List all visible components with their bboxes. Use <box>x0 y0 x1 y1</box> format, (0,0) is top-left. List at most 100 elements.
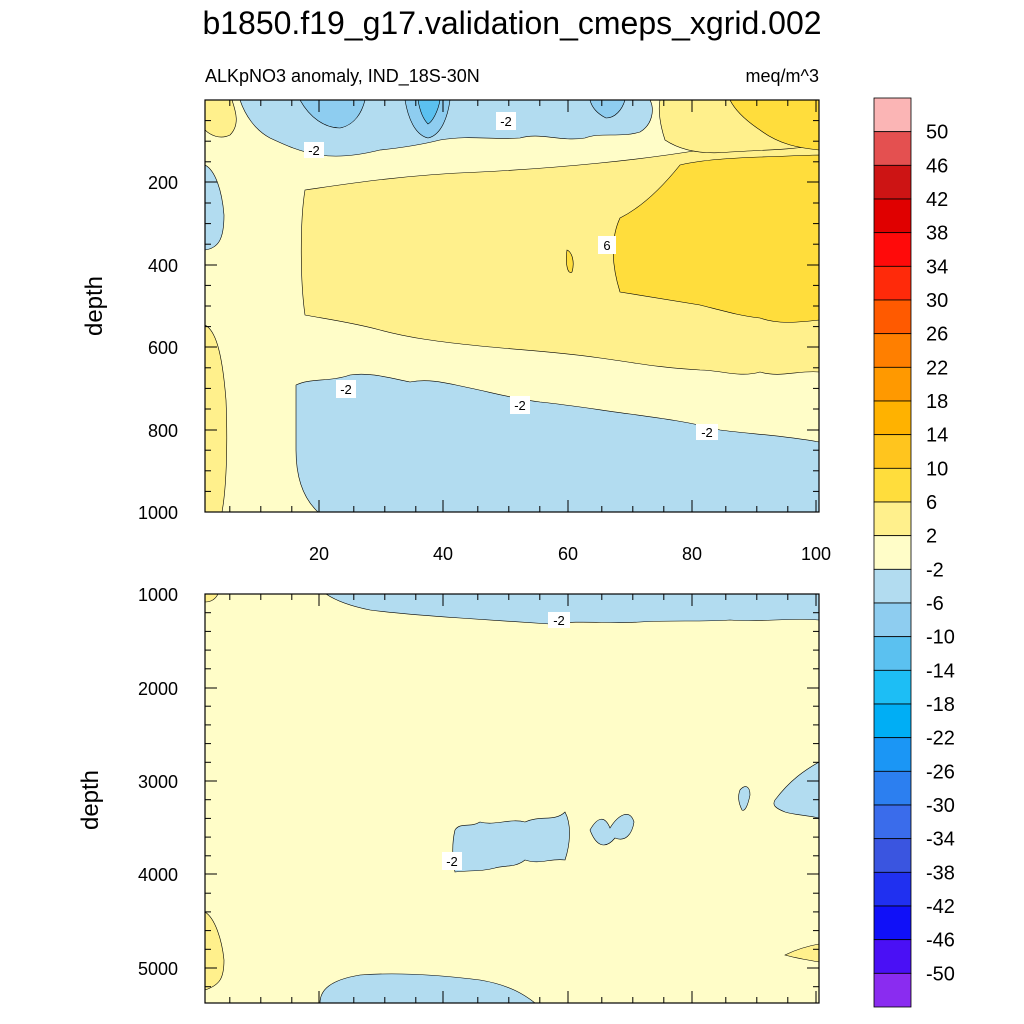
colorbar-swatch <box>873 232 912 267</box>
y-tick-label: 800 <box>148 421 178 441</box>
colorbar-swatch <box>873 871 912 907</box>
colorbar-label: -26 <box>926 761 955 783</box>
colorbar-swatch <box>873 568 912 604</box>
bottom-region-minus2-deep <box>319 973 536 1003</box>
bottom-background-fill <box>205 594 819 1003</box>
colorbar-swatch <box>873 366 912 402</box>
x-tick-label: 60 <box>558 544 578 564</box>
colorbar-swatch <box>873 97 912 133</box>
colorbar-swatch <box>873 703 912 739</box>
colorbar-label: -6 <box>926 593 944 615</box>
colorbar-swatch <box>873 905 912 941</box>
left-string: ALKpNO3 anomaly, IND_18S-30N <box>205 66 480 87</box>
contour-label: -2 <box>548 612 570 628</box>
colorbar-label: 34 <box>926 256 948 278</box>
colorbar: 50 46 42 38 34 30 26 22 18 14 10 6 2 -2 -6 -10 -14 -18 -22… <box>873 97 955 1008</box>
colorbar-label: 6 <box>926 492 937 514</box>
colorbar-swatch <box>873 737 912 772</box>
colorbar-swatch <box>873 400 912 436</box>
top-region-2-to-6-topleft <box>205 100 237 138</box>
colorbar-label: 26 <box>926 324 948 346</box>
colorbar-label: 38 <box>926 223 948 245</box>
bottom-x-axis <box>318 594 817 1003</box>
x-tick-label: 80 <box>682 544 702 564</box>
colorbar-swatch <box>873 838 912 873</box>
colorbar-swatch <box>873 602 912 638</box>
contour-label: -2 <box>510 396 530 414</box>
colorbar-label: -10 <box>926 627 955 649</box>
colorbar-swatch <box>873 636 912 671</box>
svg-text:-2: -2 <box>514 398 526 413</box>
y-tick-label: 5000 <box>138 959 178 979</box>
svg-text:-2: -2 <box>553 613 565 628</box>
bottom-region-minus2-mid <box>452 811 570 873</box>
svg-text:-2: -2 <box>340 382 352 397</box>
units-string: meq/m^3 <box>746 66 819 86</box>
x-tick-label: 100 <box>801 544 831 564</box>
y-tick-label: 600 <box>148 338 178 358</box>
colorbar-label: 18 <box>926 391 948 413</box>
colorbar-label: 46 <box>926 155 948 177</box>
colorbar-label: -46 <box>926 930 955 952</box>
svg-text:-2: -2 <box>446 854 458 869</box>
bottom-contour-labels: -2 -2 <box>442 612 570 870</box>
y-tick-label: 400 <box>148 256 178 276</box>
top-region-6-to-10-edge <box>729 100 819 151</box>
contour-label: -2 <box>336 380 356 398</box>
colorbar-label: -34 <box>926 829 955 851</box>
colorbar-swatch <box>873 770 912 806</box>
y-axis-title: depth <box>81 276 108 336</box>
colorbar-swatch <box>873 467 912 503</box>
top-region-minus6-to-minus10-c <box>589 100 626 119</box>
x-tick-label: 40 <box>433 544 453 564</box>
colorbar-label: -30 <box>926 795 955 817</box>
colorbar-swatch <box>873 535 912 570</box>
colorbar-swatch <box>873 164 912 200</box>
y-tick-label: 4000 <box>138 865 178 885</box>
bottom-region-2-to-6-left <box>205 911 225 991</box>
colorbar-swatch <box>873 265 912 301</box>
colorbar-swatch <box>873 939 912 974</box>
contour-label: -2 <box>304 142 324 158</box>
top-region-2-to-6-left <box>205 324 228 512</box>
colorbar-label: 30 <box>926 290 948 312</box>
colorbar-swatch <box>873 131 912 166</box>
top-region-minus2-to-minus6-deep <box>295 373 819 512</box>
colorbar-swatch <box>873 669 912 705</box>
bottom-region-minus2-mid-small <box>589 814 635 846</box>
colorbar-swatch <box>873 198 912 234</box>
svg-text:-2: -2 <box>500 114 512 129</box>
y-tick-label: 3000 <box>138 772 178 792</box>
top-y-axis: 200 400 600 800 1000 depth <box>81 173 819 523</box>
y-tick-label: 2000 <box>138 679 178 699</box>
colorbar-swatch <box>873 299 912 335</box>
colorbar-label: 14 <box>926 425 948 447</box>
svg-text:-2: -2 <box>701 425 713 440</box>
colorbar-label: -42 <box>926 896 955 918</box>
colorbar-label: 10 <box>926 458 948 480</box>
chart-title: b1850.f19_g17.validation_cmeps_xgrid.002 <box>202 5 821 41</box>
contour-label: -2 <box>496 112 516 130</box>
colorbar-label: -2 <box>926 559 944 581</box>
y-axis-title: depth <box>77 770 104 830</box>
colorbar-swatch <box>873 501 912 537</box>
y-tick-label: 200 <box>148 173 178 193</box>
svg-text:-2: -2 <box>308 143 320 158</box>
top-region-6-to-10-small <box>566 249 574 273</box>
colorbar-swatch <box>873 434 912 469</box>
colorbar-swatch <box>873 333 912 368</box>
bottom-panel: -2 -2 1000 2000 3000 4000 5000 depth <box>77 585 820 1004</box>
top-region-6-to-10 <box>612 154 819 323</box>
colorbar-label: 42 <box>926 189 948 211</box>
bottom-y-axis: 1000 2000 3000 4000 5000 depth <box>77 585 819 979</box>
colorbar-label: -14 <box>926 660 955 682</box>
x-tick-label: 20 <box>309 544 329 564</box>
colorbar-label: -18 <box>926 694 955 716</box>
top-x-axis: 20 40 60 80 100 <box>309 100 831 564</box>
top-region-minus2-to-minus6-left <box>205 164 225 251</box>
contour-label: -2 <box>442 852 462 870</box>
top-contour-labels: -2 -2 -2 -2 -2 6 <box>304 112 718 440</box>
contour-label: -2 <box>696 424 718 440</box>
bottom-region-minus2-right-small <box>738 786 751 811</box>
top-panel: -2 -2 -2 -2 -2 6 200 400 600 800 1000 de… <box>81 99 831 564</box>
